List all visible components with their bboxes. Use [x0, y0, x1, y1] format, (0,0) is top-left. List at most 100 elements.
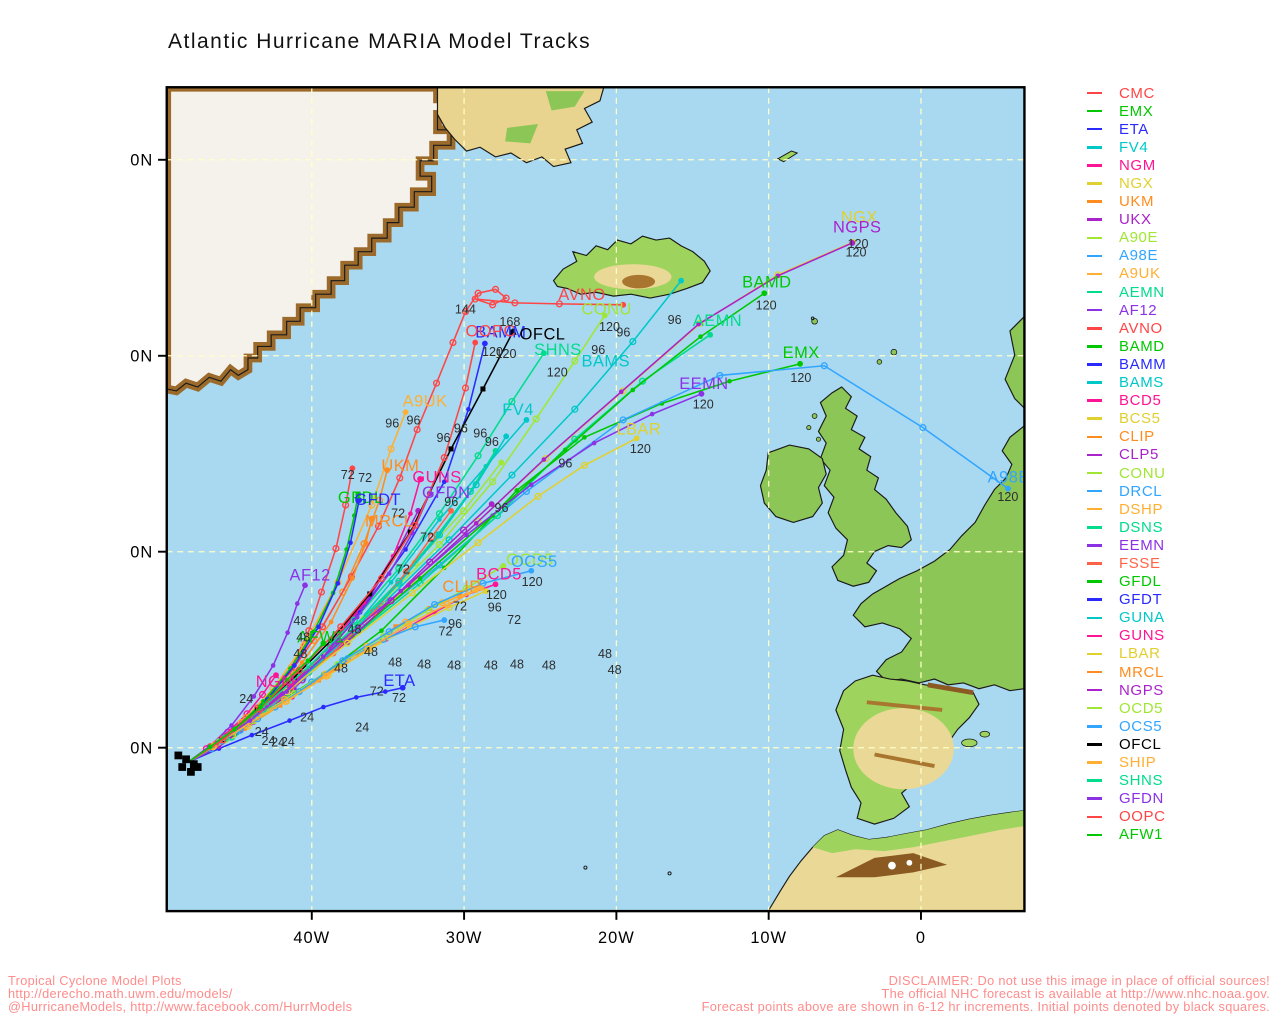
- track-point: [489, 301, 497, 309]
- forecast-hour-label: 120: [997, 490, 1018, 504]
- track-point: [523, 416, 530, 423]
- track-point: [619, 416, 627, 424]
- track-point: [474, 289, 482, 297]
- legend-dash-icon: [1087, 706, 1102, 710]
- y-tick-label: 60N: [130, 348, 153, 366]
- forecast-hour-label: 48: [334, 661, 348, 675]
- legend-label: NGX: [1119, 175, 1154, 193]
- track-point: [354, 614, 360, 620]
- model-tracks-map: EMX ETA FV4 NGM NGX UKM A98E A9UK AEMN AF12 AVNO BA…: [130, 86, 1026, 947]
- legend-dash-icon: [1087, 471, 1102, 475]
- track-point: [481, 340, 488, 347]
- track-point: [232, 727, 237, 732]
- legend-item-fv4: FV4: [1087, 138, 1272, 156]
- forecast-hour-label: 96: [668, 313, 682, 327]
- track-point: [382, 689, 388, 694]
- track-point: [348, 540, 353, 546]
- track-point: [503, 433, 510, 440]
- forecast-hour-label: 48: [608, 663, 622, 677]
- initial-point-square: [189, 760, 198, 769]
- scandinavia-edge: [1004, 315, 1025, 410]
- legend-dash-icon: [1087, 725, 1102, 728]
- track-point: [727, 378, 732, 384]
- track-point: [375, 496, 384, 504]
- legend-dash-icon: [1087, 272, 1102, 276]
- forecast-hour-label: 72: [420, 531, 434, 545]
- legend-item-cmc: CMC: [1087, 84, 1272, 102]
- legend-dash-icon: [1087, 743, 1102, 746]
- legend-item-ukm: UKM: [1087, 193, 1272, 211]
- legend-dash-icon: [1087, 652, 1102, 656]
- legend-item-ocd5: OCD5: [1087, 699, 1272, 717]
- legend-label: EMX: [1119, 102, 1154, 120]
- legend-item-clip: CLIP: [1087, 428, 1272, 446]
- track-point: [350, 626, 358, 634]
- legend-dash-icon: [1087, 218, 1102, 221]
- forecast-hour-label: 96: [437, 431, 451, 445]
- legend-item-avno: AVNO: [1087, 319, 1272, 337]
- legend-label: FV4: [1119, 138, 1149, 156]
- legend-label: ETA: [1119, 120, 1149, 138]
- legend-label: A9UK: [1119, 265, 1161, 283]
- track-point: [339, 657, 347, 665]
- legend-label: OFCL: [1119, 735, 1162, 753]
- track-point: [273, 672, 279, 679]
- track-point: [305, 658, 311, 663]
- track-point: [368, 501, 376, 509]
- forecast-hour-label: 96: [495, 501, 509, 515]
- legend-label: OCS5: [1119, 717, 1163, 735]
- track-point: [528, 567, 535, 574]
- track-point: [460, 507, 468, 515]
- track-point: [441, 617, 448, 623]
- track-point: [320, 640, 327, 647]
- legend-dash-icon: [1087, 164, 1102, 167]
- greenland-ne-green-patch2: [505, 124, 539, 144]
- iceland-glacier: [622, 274, 656, 289]
- legend-dash-icon: [1087, 544, 1102, 547]
- legend-label: SHNS: [1119, 772, 1164, 790]
- forecast-hour-label: 72: [341, 468, 355, 482]
- track-point: [251, 694, 257, 699]
- hebrides-island: [811, 413, 818, 419]
- legend-item-bamd: BAMD: [1087, 337, 1272, 355]
- track-point: [342, 501, 350, 509]
- track-point: [338, 639, 344, 644]
- track-point: [294, 601, 300, 606]
- legend-label: UKM: [1119, 193, 1155, 211]
- track-point: [532, 415, 540, 423]
- track-point: [316, 677, 322, 683]
- model-label-gfdt: GFDT: [354, 491, 401, 509]
- track-point: [364, 645, 372, 653]
- pyrenees-ridge: [927, 682, 974, 695]
- legend-label: A90E: [1119, 229, 1159, 247]
- track-point: [582, 434, 587, 440]
- land-layer: [166, 87, 1025, 912]
- track-point: [489, 478, 497, 486]
- track-point: [571, 405, 579, 413]
- legend-dash-icon: [1087, 779, 1102, 782]
- track-point: [466, 406, 471, 412]
- legend-label: CLIP: [1119, 428, 1155, 446]
- initial-point-square: [178, 763, 187, 771]
- legend-label: MRCL: [1119, 663, 1164, 681]
- track-point: [820, 362, 828, 370]
- forecast-hour-label: 48: [542, 658, 556, 672]
- track-point: [285, 630, 290, 635]
- track-point: [417, 475, 423, 482]
- track-point: [386, 571, 392, 576]
- track-point: [292, 663, 297, 668]
- forecast-hour-label: 120: [522, 575, 543, 589]
- initial-point-square: [174, 751, 183, 760]
- track-point: [448, 446, 454, 452]
- track-point: [528, 482, 534, 488]
- forecast-hour-label: 96: [385, 417, 399, 431]
- track-point: [247, 718, 253, 723]
- forecast-hour-label: 72: [391, 507, 405, 521]
- track-point: [435, 531, 444, 539]
- track-point: [284, 689, 289, 694]
- legend-dash-icon: [1087, 127, 1102, 131]
- greenland-coast-outline: [166, 87, 454, 392]
- iberia-ridge2: [874, 752, 935, 768]
- forecast-hour-label: 24: [300, 711, 314, 725]
- model-label-conu: CONU: [582, 301, 632, 319]
